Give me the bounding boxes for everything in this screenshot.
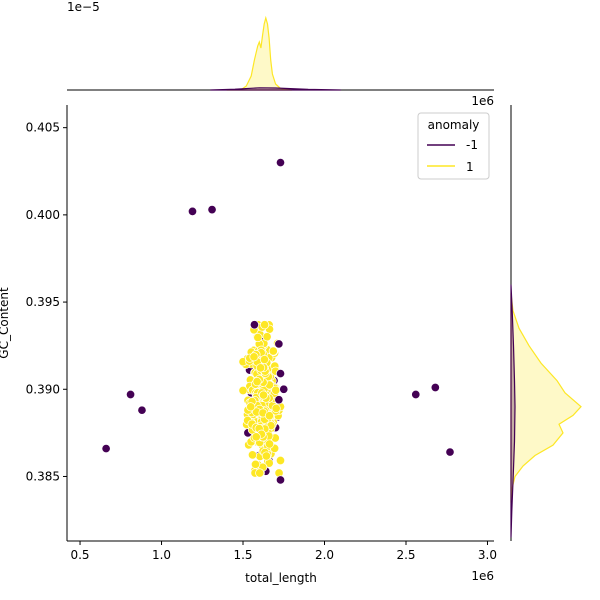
top-kde-normal: [226, 15, 292, 91]
x-tick-label: 2.5: [396, 548, 415, 562]
y-axis-label: GC_Content: [0, 287, 11, 359]
point-anomaly: [249, 320, 259, 330]
point-normal: [262, 332, 272, 342]
point-normal: [238, 385, 248, 396]
point-normal: [264, 411, 275, 421]
point-anomaly: [275, 158, 286, 168]
point-normal: [259, 354, 269, 365]
x-axis-offset-text: 1e6: [471, 569, 494, 583]
point-anomaly: [274, 395, 284, 405]
x-tick-label: 3.0: [478, 548, 497, 562]
legend-title: anomaly: [428, 118, 480, 132]
point-normal: [261, 451, 271, 461]
point-normal: [250, 459, 261, 469]
right-marginal-density: 1e6: [471, 94, 582, 541]
right-marginal-offset-text: 1e6: [471, 94, 494, 108]
point-anomaly: [137, 405, 147, 415]
top-kde-anomaly: [210, 87, 341, 91]
y-tick-label: 0.400: [26, 208, 60, 222]
y-tick-label: 0.405: [26, 121, 60, 135]
x-axis-ticks: 0.5 1.0 1.5 2.0 2.5 3.0: [70, 541, 497, 562]
right-kde-normal: [510, 293, 582, 503]
legend-frame: [417, 112, 490, 180]
point-normal: [251, 432, 261, 442]
x-tick-label: 1.5: [233, 548, 252, 562]
point-anomaly: [445, 447, 455, 457]
point-anomaly: [411, 389, 421, 400]
point-anomaly: [274, 339, 284, 349]
point-normal: [249, 352, 259, 362]
point-anomaly: [275, 475, 286, 485]
point-anomaly: [279, 384, 289, 394]
top-marginal-density: 1e−5: [67, 0, 494, 91]
point-anomaly: [275, 369, 286, 379]
y-tick-label: 0.395: [26, 295, 60, 309]
point-normal: [260, 320, 270, 330]
point-anomaly: [187, 206, 198, 216]
x-tick-label: 1.0: [152, 548, 171, 562]
point-normal: [271, 385, 281, 395]
x-tick-label: 2.0: [315, 548, 334, 562]
main-scatter-axes: 0.5 1.0 1.5 2.0 2.5 3.0 0.3850.3900.3950.4000…: [0, 105, 497, 585]
y-tick-label: 0.390: [26, 382, 60, 396]
point-normal: [252, 377, 262, 387]
legend-label-anomaly: -1: [466, 138, 478, 152]
top-marginal-offset-text: 1e−5: [67, 0, 100, 14]
point-normal: [268, 346, 278, 356]
point-normal: [256, 363, 266, 373]
point-normal: [275, 455, 286, 466]
x-tick-label: 0.5: [70, 548, 89, 562]
legend: anomaly -1 1: [417, 112, 490, 180]
point-normal: [258, 390, 269, 400]
y-axis-ticks: 0.385 0.390 0.395 0.400 0.405: [26, 121, 67, 483]
point-anomaly: [126, 389, 136, 400]
point-anomaly: [101, 444, 111, 454]
point-normal: [247, 450, 258, 460]
point-anomaly: [430, 382, 440, 393]
y-tick-label: 0.385: [26, 469, 60, 483]
scatter-points: [101, 158, 455, 485]
point-normal: [271, 403, 281, 413]
point-normal: [255, 468, 265, 478]
point-anomaly: [207, 205, 217, 215]
top-kde-curves: [210, 15, 341, 91]
legend-label-normal: 1: [466, 160, 474, 174]
right-kde-curves: [510, 284, 582, 538]
point-normal: [264, 439, 275, 449]
x-axis-label: total_length: [245, 571, 317, 585]
point-normal: [253, 332, 263, 343]
point-normal: [246, 402, 256, 412]
right-kde-anomaly: [510, 284, 516, 538]
